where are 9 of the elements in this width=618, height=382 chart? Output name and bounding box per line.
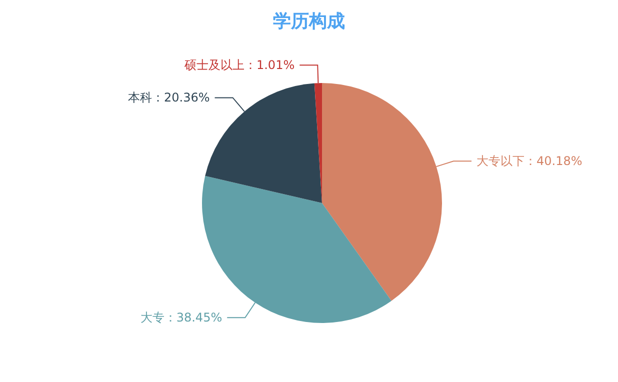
data-label: ：20.36% — [152, 90, 210, 105]
data-label: ：1.01% — [244, 58, 295, 72]
chart-title: 学历构成 — [272, 10, 346, 33]
slice-label: 大专 — [140, 310, 164, 325]
data-label: ：40.18% — [524, 154, 582, 168]
data-label: ：38.45% — [164, 310, 222, 325]
slice-label: 大专以下 — [476, 154, 524, 168]
slice-label: 硕士及以上 — [183, 58, 244, 72]
slice-label: 本科 — [128, 90, 152, 105]
